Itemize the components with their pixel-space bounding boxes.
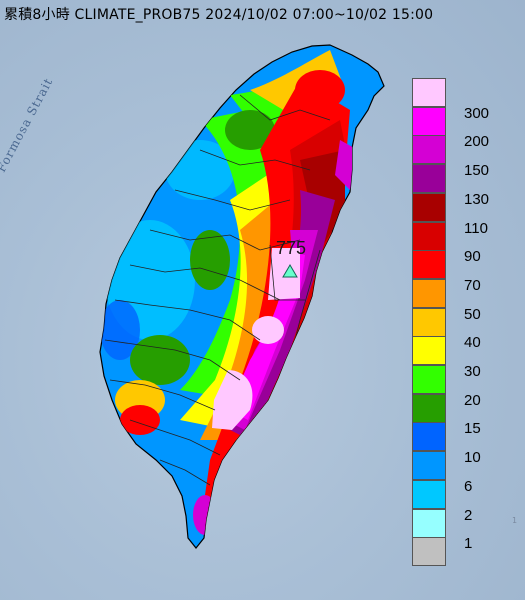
legend-label: 40 [464, 334, 481, 352]
legend-swatch [412, 451, 446, 481]
legend-label: 300 [464, 104, 490, 122]
legend-swatch [412, 307, 446, 337]
legend-swatch [412, 422, 446, 452]
legend-swatch [412, 164, 446, 194]
legend-swatch [412, 106, 446, 136]
legend-label: 150 [464, 162, 490, 180]
legend-swatch [412, 336, 446, 366]
legend-label: 6 [464, 477, 473, 495]
legend-swatch [412, 479, 446, 509]
map-title: 累積8小時 CLIMATE_PROB75 2024/10/02 07:00~10… [4, 7, 434, 23]
legend-swatch [412, 278, 446, 308]
legend-label: 90 [464, 248, 481, 266]
legend-label: 200 [464, 133, 490, 151]
legend-label: 1 [464, 535, 473, 553]
legend-swatch [412, 135, 446, 165]
max-rainfall-label: 775 [276, 238, 307, 258]
corner-text: 1 [512, 516, 518, 525]
legend-swatch [412, 250, 446, 280]
legend-swatch [412, 78, 446, 107]
legend-label: 130 [464, 190, 490, 208]
rainfall-bands [100, 50, 358, 535]
legend-label: 10 [464, 449, 481, 467]
legend-swatch [412, 393, 446, 423]
legend-label: 110 [464, 219, 488, 237]
legend-swatch [412, 192, 446, 222]
legend-swatch [412, 221, 446, 251]
legend-label: 30 [464, 363, 481, 380]
legend-label: 70 [464, 276, 481, 294]
legend-swatch [412, 365, 446, 394]
legend-swatch [412, 537, 446, 567]
legend-label: 50 [464, 305, 481, 323]
max-station-triangle [282, 264, 298, 278]
legend-label: 2 [464, 506, 473, 524]
legend-swatch [412, 508, 446, 538]
legend-label: 20 [464, 391, 481, 409]
legend-label: 15 [464, 420, 481, 438]
